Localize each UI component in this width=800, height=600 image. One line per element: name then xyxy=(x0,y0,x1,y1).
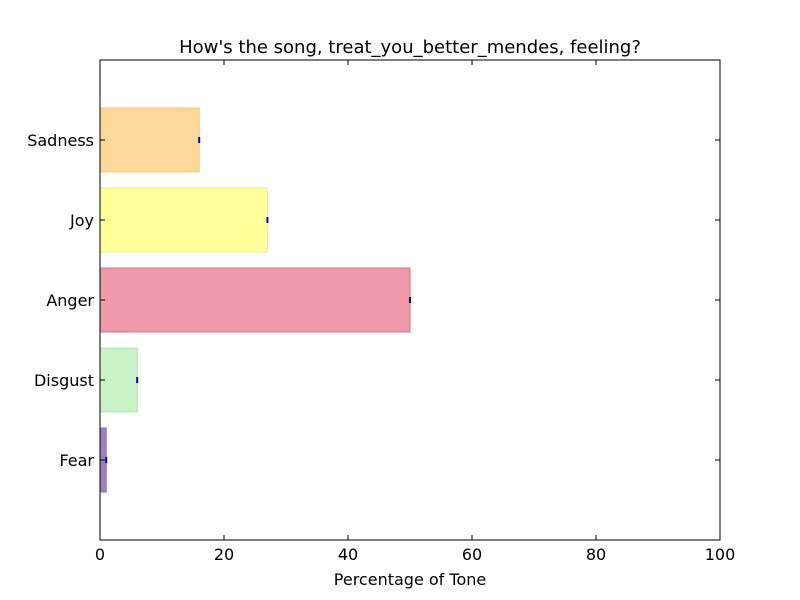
x-tick-label-20: 20 xyxy=(214,545,234,564)
ticks-layer: Fear Disgust Anger Joy Sadness 0 20 40 60 80 100 xyxy=(27,60,735,564)
y-tick-label-disgust: Disgust xyxy=(34,371,94,390)
x-tick-label-40: 40 xyxy=(338,545,358,564)
x-tick-label-60: 60 xyxy=(462,545,482,564)
bar-disgust xyxy=(99,347,138,413)
bar-sadness xyxy=(99,107,200,173)
bars-layer xyxy=(99,107,411,493)
y-tick-label-anger: Anger xyxy=(46,291,94,310)
x-tick-label-80: 80 xyxy=(586,545,606,564)
bar-anger xyxy=(99,267,411,333)
x-tick-label-0: 0 xyxy=(95,545,105,564)
bar-joy xyxy=(99,187,268,253)
y-tick-label-fear: Fear xyxy=(59,451,94,470)
chart-title: How's the song, treat_you_better_mendes,… xyxy=(179,37,641,58)
x-tick-label-100: 100 xyxy=(705,545,736,564)
plot-frame xyxy=(99,59,721,541)
y-tick-label-joy: Joy xyxy=(69,211,94,230)
y-tick-label-sadness: Sadness xyxy=(27,131,94,150)
x-axis-label: Percentage of Tone xyxy=(334,570,486,589)
